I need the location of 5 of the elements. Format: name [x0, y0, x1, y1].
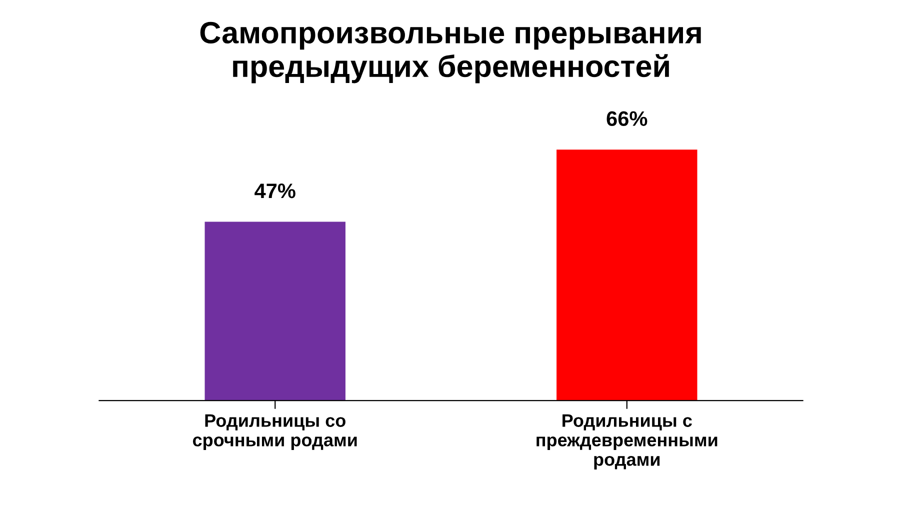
data-label: 47% [254, 184, 296, 198]
x-tick-label: Родильницы с преждевременными родами [536, 414, 718, 470]
data-label: 66% [606, 111, 648, 126]
x-tick-label: Родильницы со срочными родами [192, 414, 357, 450]
chart-title: Самопроизвольные прерывания предыдущих беременностей [200, 22, 701, 84]
